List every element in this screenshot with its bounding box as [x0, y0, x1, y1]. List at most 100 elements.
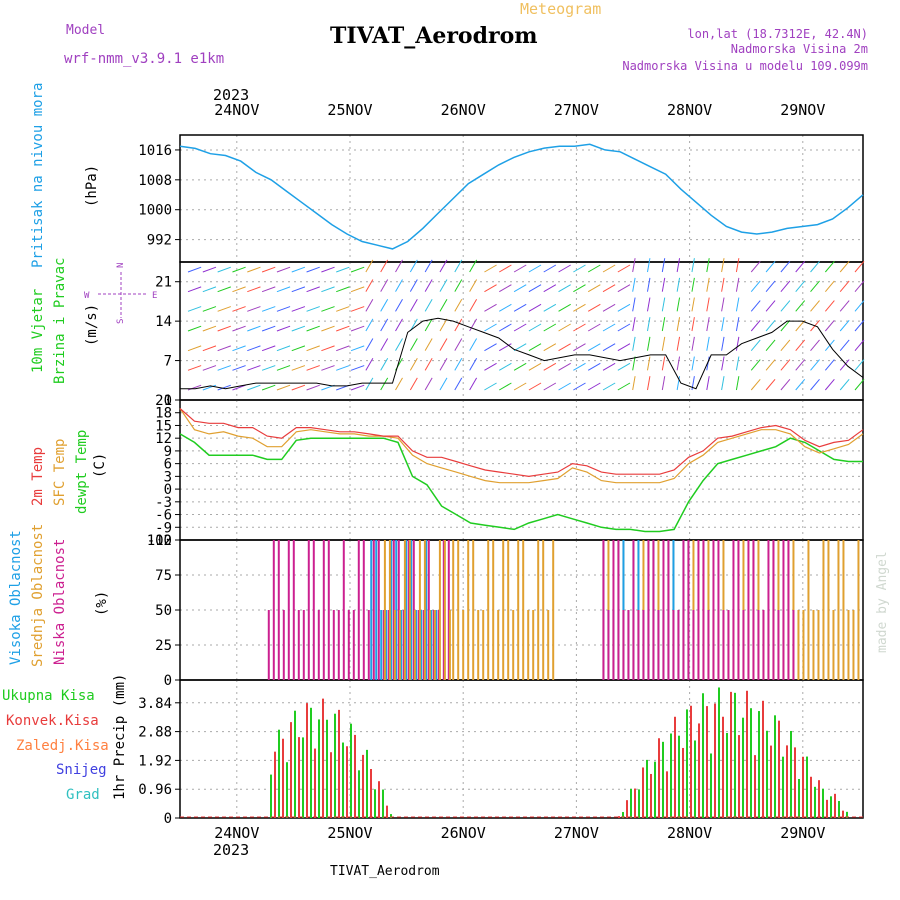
wind-arrow — [350, 345, 365, 352]
wind-arrow — [528, 284, 542, 293]
wind-arrow — [735, 356, 740, 371]
bottom-day-label: 27NOV — [554, 824, 599, 842]
wind-arrow — [735, 297, 740, 312]
wind-arrow — [365, 259, 374, 273]
wind-arrow — [484, 264, 497, 273]
panel-0: 992 1000 1008 1016 — [138, 134, 864, 263]
wind-arrow — [691, 317, 695, 332]
wind-arrow — [839, 339, 850, 351]
wind-arrow — [839, 378, 850, 391]
wind-arrow — [291, 345, 306, 352]
wind-arrow — [810, 339, 820, 351]
bottom-day-label: 25NOV — [327, 824, 372, 842]
panels: 992100010081016071421-12-9-6-30369121518… — [138, 134, 864, 827]
wind-arrow — [721, 336, 725, 351]
precip-bar — [294, 710, 296, 818]
wind-arrow — [306, 325, 320, 332]
wind-arrow — [321, 266, 335, 273]
bottom-day-label: 29NOV — [780, 824, 825, 842]
wind-arrow — [765, 359, 776, 371]
y-tick-label: 0 — [164, 393, 172, 409]
wind-arrow — [824, 378, 835, 391]
wind-arrow — [765, 300, 776, 312]
wind-arrow — [661, 317, 666, 332]
wind-arrow — [276, 266, 291, 273]
top-day-label: 26NOV — [441, 101, 486, 119]
wind-arrow — [795, 339, 806, 351]
wind-arrow — [810, 378, 820, 391]
wind-arrow — [810, 260, 820, 273]
wind-arrow — [484, 362, 497, 371]
precip-bar — [322, 698, 324, 818]
legend-e: E — [152, 291, 157, 301]
wind-arrow — [261, 365, 276, 371]
y-tick-label: 3 — [164, 469, 172, 485]
y-tick-label: 21 — [155, 275, 172, 291]
wind-arrow — [409, 279, 418, 292]
wind-arrows — [187, 258, 865, 391]
wind-arrow — [661, 297, 666, 312]
precip-bar — [814, 786, 816, 818]
wind-arrow — [247, 325, 261, 332]
wind-arrow — [676, 356, 681, 371]
wind-arrow — [706, 317, 710, 332]
wind-arrow — [543, 303, 557, 312]
wind-arrow — [454, 377, 463, 391]
wind-arrow — [306, 266, 320, 273]
wind-arrow — [469, 357, 478, 371]
wind-arrow — [276, 365, 291, 371]
wind-arrow — [380, 279, 389, 292]
wind-speed-line — [180, 317, 864, 390]
wind-arrow — [661, 258, 666, 273]
wind-arrow — [543, 382, 557, 391]
wind-arrow — [424, 279, 433, 292]
wind-arrow — [321, 286, 335, 293]
y-tick-label: 75 — [155, 568, 172, 584]
top-day-label: 27NOV — [554, 101, 599, 119]
wind-arrow — [854, 378, 865, 391]
precip-bar — [726, 732, 728, 818]
wind-arrow — [454, 357, 463, 371]
top-day-label: 25NOV — [327, 101, 372, 119]
wind-arrow — [424, 377, 433, 391]
wind-arrow — [543, 362, 557, 371]
y-tick-label: 50 — [155, 603, 172, 619]
wind-arrow — [780, 280, 791, 292]
wind-arrow — [646, 258, 651, 273]
wind-arrow — [780, 378, 791, 391]
panel-frame — [179, 261, 864, 401]
precip-bar — [802, 756, 804, 818]
wind-arrow — [232, 266, 246, 273]
wind-arrow — [232, 286, 246, 293]
wind-arrow — [795, 359, 806, 371]
y-tick-label: 0 — [164, 811, 172, 827]
panel-3: 0 25 50 75 100 — [147, 533, 864, 689]
wind-arrow — [439, 357, 448, 371]
precip-bar — [618, 816, 620, 818]
precip-bar — [662, 741, 664, 818]
wind-arrow — [824, 359, 835, 371]
wind-arrow — [247, 266, 261, 273]
precip-bar — [282, 738, 284, 818]
wind-arrow — [395, 259, 403, 273]
wind-arrow — [528, 303, 542, 312]
wind-arrow — [513, 323, 527, 332]
year-bottom: 2023 — [213, 841, 249, 859]
wind-arrow — [439, 338, 448, 351]
wind-arrow — [380, 377, 389, 391]
wind-arrow — [646, 277, 651, 292]
precip-bar — [730, 691, 732, 818]
wind-arrow — [187, 345, 202, 352]
wind-arrow — [780, 300, 791, 312]
wind-arrow — [380, 318, 389, 332]
wind-arrow — [247, 365, 261, 371]
wind-arrow — [217, 325, 231, 332]
wind-arrow — [691, 277, 695, 292]
wind-arrow — [646, 376, 651, 391]
precip-bar — [354, 734, 356, 818]
wind-arrow — [558, 303, 571, 312]
wind-arrow — [513, 343, 527, 352]
wind-arrow — [350, 325, 365, 332]
temp-label-1: 2m Temp — [30, 447, 46, 506]
wind-arrow — [276, 325, 291, 332]
